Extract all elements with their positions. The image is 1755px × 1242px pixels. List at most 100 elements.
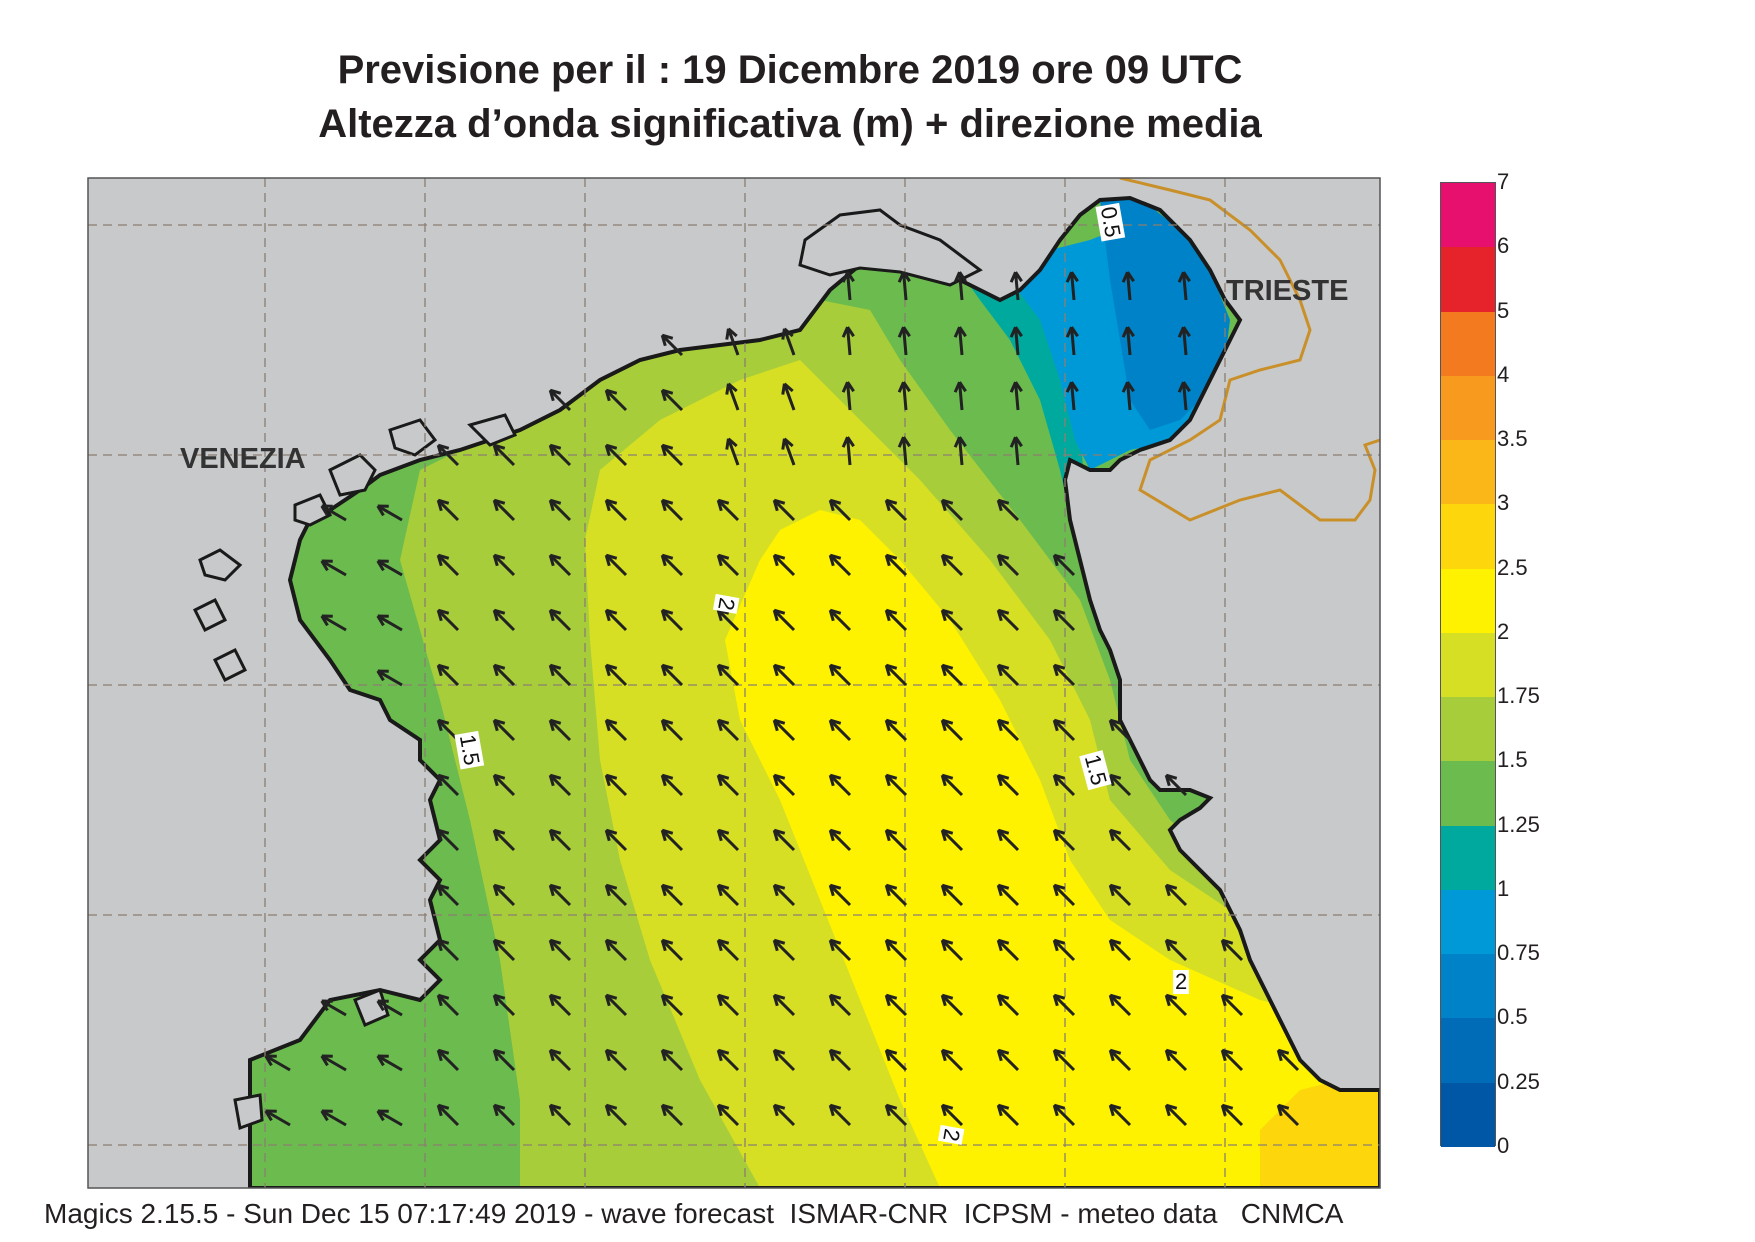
direction-arrow-head (997, 1048, 1010, 1055)
direction-arrow-head (996, 719, 1003, 732)
direction-arrow-head (997, 718, 1010, 725)
direction-arrow-head (783, 437, 794, 448)
direction-arrow-head (320, 1055, 329, 1067)
direction-arrow-head (660, 939, 667, 952)
direction-arrow-head (493, 498, 506, 505)
direction-arrow (885, 719, 908, 742)
direction-arrow-head (1164, 1049, 1171, 1062)
direction-arrow-head (1165, 938, 1178, 945)
direction-arrow (1053, 829, 1076, 852)
direction-arrow-head (772, 609, 779, 622)
direction-arrow-head (940, 554, 947, 567)
direction-arrow-head (1053, 1048, 1066, 1055)
direction-arrow-head (885, 663, 898, 670)
direction-arrow (1182, 381, 1188, 411)
direction-arrow-head (1053, 828, 1066, 835)
direction-arrow (941, 884, 964, 907)
direction-arrow-head (783, 382, 794, 393)
direction-arrow-head (320, 615, 329, 627)
direction-arrow-head (493, 608, 506, 615)
direction-arrow-head (549, 828, 562, 835)
direction-arrow (661, 609, 684, 632)
direction-arrow (437, 1104, 460, 1127)
contour-label: 2 (1173, 969, 1190, 994)
direction-arrow-head (1053, 663, 1066, 670)
colorbar-segment (1441, 247, 1495, 313)
direction-arrow-head (436, 774, 443, 787)
direction-arrow-head (549, 608, 562, 615)
direction-arrow (997, 499, 1020, 522)
direction-arrow-head (661, 773, 674, 780)
direction-arrow (1053, 939, 1076, 962)
direction-arrow-head (604, 554, 611, 567)
direction-arrow-head (941, 553, 954, 560)
direction-arrow-head (772, 664, 779, 677)
direction-arrow (1221, 994, 1244, 1017)
direction-arrow-head (548, 444, 555, 457)
direction-arrow (1109, 829, 1132, 852)
direction-arrow-head (829, 498, 842, 505)
direction-arrow (1109, 774, 1132, 797)
direction-arrow (493, 994, 516, 1017)
direction-arrow-head (604, 774, 611, 787)
direction-arrow-head (1109, 938, 1122, 945)
direction-arrow (717, 554, 740, 577)
direction-arrow (549, 1104, 572, 1127)
direction-arrow-head (605, 718, 618, 725)
direction-arrow (829, 829, 852, 852)
direction-arrow (549, 994, 572, 1017)
direction-arrow (773, 609, 796, 632)
direction-arrow (321, 559, 347, 577)
direction-arrow (717, 829, 740, 852)
direction-arrow (773, 554, 796, 577)
direction-arrow-head (1065, 326, 1073, 338)
direction-arrow-head (884, 719, 891, 732)
direction-arrow-head (320, 505, 329, 517)
direction-arrow (717, 994, 740, 1017)
direction-arrow-head (997, 1103, 1010, 1110)
direction-arrow-head (493, 663, 506, 670)
direction-arrow (885, 554, 908, 577)
direction-arrow-head (1220, 994, 1227, 1007)
direction-arrow (717, 939, 740, 962)
direction-arrow (997, 994, 1020, 1017)
direction-arrow (1070, 381, 1076, 411)
direction-arrow-head (1126, 381, 1135, 393)
direction-arrow (717, 1104, 740, 1127)
direction-arrow-head (716, 499, 723, 512)
direction-arrow-head (548, 884, 555, 897)
colorbar-segment (1441, 889, 1495, 955)
direction-arrow (1070, 326, 1076, 356)
direction-arrow-head (953, 326, 961, 338)
direction-arrow (1053, 994, 1076, 1017)
direction-arrow-head (660, 884, 667, 897)
direction-arrow-head (605, 498, 618, 505)
direction-arrow-head (376, 670, 385, 682)
direction-arrow-head (997, 883, 1010, 890)
direction-arrow-head (604, 444, 611, 457)
direction-arrow (661, 444, 684, 467)
direction-arrow-head (773, 1103, 786, 1110)
direction-arrow (605, 939, 628, 962)
direction-arrow-head (604, 499, 611, 512)
direction-arrow (773, 664, 796, 687)
direction-arrow (885, 774, 908, 797)
direction-arrow-head (436, 884, 443, 897)
direction-arrow-head (549, 993, 562, 1000)
direction-arrow-head (941, 993, 954, 1000)
direction-arrow-head (997, 608, 1010, 615)
direction-arrow-head (1108, 719, 1115, 732)
direction-arrow (997, 609, 1020, 632)
direction-arrow-head (1165, 773, 1178, 780)
direction-arrow-head (661, 718, 674, 725)
direction-arrow (437, 499, 460, 522)
direction-arrow-head (376, 1000, 385, 1012)
direction-arrow-head (828, 719, 835, 732)
direction-arrow-head (902, 381, 911, 393)
direction-arrow (493, 1049, 516, 1072)
direction-arrow-head (549, 883, 562, 890)
direction-arrow (493, 829, 516, 852)
direction-arrow-head (717, 718, 730, 725)
direction-arrow-head (1220, 1104, 1227, 1117)
